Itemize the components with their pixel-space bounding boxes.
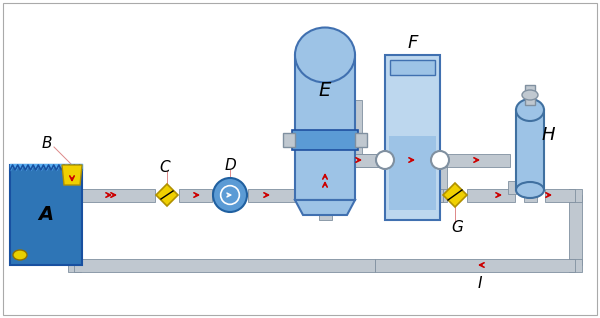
- Text: A: A: [38, 205, 53, 225]
- Polygon shape: [443, 183, 467, 207]
- Bar: [349, 100, 361, 160]
- Polygon shape: [295, 200, 355, 215]
- Text: G: G: [451, 219, 463, 234]
- Bar: [433, 160, 446, 195]
- Bar: [523, 189, 536, 202]
- Bar: [440, 189, 443, 202]
- Text: H: H: [541, 126, 555, 144]
- Bar: [355, 133, 367, 147]
- Bar: [74, 259, 375, 272]
- Ellipse shape: [522, 90, 538, 100]
- Ellipse shape: [516, 182, 544, 198]
- Bar: [349, 154, 361, 167]
- Bar: [65, 189, 79, 202]
- Polygon shape: [156, 184, 178, 206]
- Bar: [569, 189, 581, 202]
- Bar: [355, 154, 385, 167]
- Bar: [292, 130, 358, 150]
- Bar: [525, 85, 535, 105]
- Bar: [67, 189, 80, 202]
- Bar: [67, 259, 80, 272]
- Bar: [283, 133, 295, 147]
- Ellipse shape: [516, 99, 544, 121]
- Bar: [389, 136, 436, 210]
- Bar: [375, 259, 575, 272]
- Text: F: F: [407, 34, 418, 52]
- Circle shape: [376, 151, 394, 169]
- Bar: [72, 189, 74, 202]
- Bar: [545, 189, 575, 202]
- Bar: [385, 154, 440, 167]
- Bar: [569, 259, 581, 272]
- Polygon shape: [62, 165, 82, 185]
- Bar: [72, 189, 155, 202]
- Bar: [67, 195, 80, 260]
- Circle shape: [213, 178, 247, 212]
- Bar: [355, 154, 385, 167]
- Circle shape: [431, 151, 449, 169]
- Text: D: D: [224, 157, 236, 172]
- Ellipse shape: [295, 27, 355, 82]
- Bar: [433, 189, 446, 202]
- Bar: [248, 189, 295, 202]
- Bar: [67, 195, 80, 265]
- Bar: [467, 189, 515, 202]
- Bar: [295, 55, 355, 200]
- Text: C: C: [160, 160, 170, 175]
- Bar: [319, 189, 331, 202]
- Bar: [390, 60, 435, 75]
- Bar: [319, 195, 331, 220]
- Text: E: E: [319, 80, 331, 100]
- Text: I: I: [478, 275, 482, 291]
- Bar: [179, 189, 212, 202]
- Ellipse shape: [13, 250, 27, 260]
- Bar: [433, 154, 446, 167]
- Bar: [569, 195, 581, 265]
- Bar: [440, 154, 510, 167]
- Bar: [508, 181, 516, 194]
- Bar: [385, 55, 440, 220]
- Bar: [516, 110, 544, 190]
- Text: B: B: [42, 135, 52, 150]
- Bar: [10, 165, 82, 265]
- Bar: [65, 185, 79, 195]
